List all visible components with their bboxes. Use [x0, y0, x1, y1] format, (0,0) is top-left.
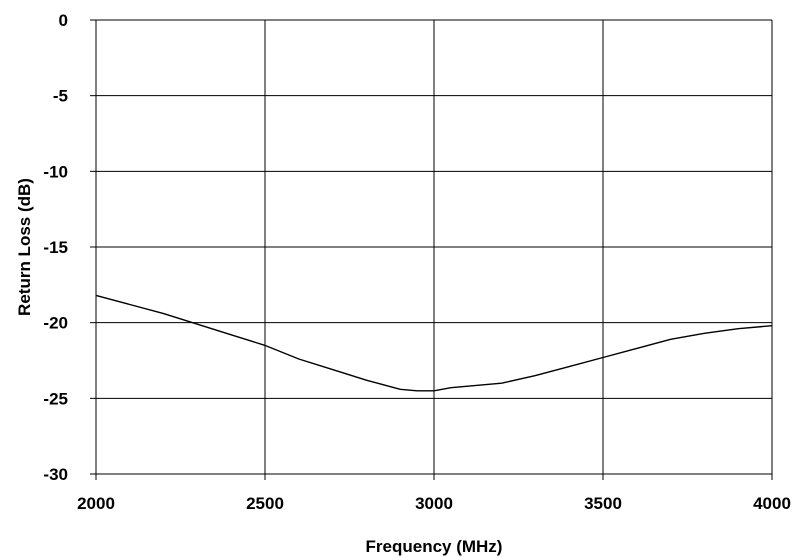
x-tick-label: 3500: [584, 494, 622, 513]
x-tick-label: 2500: [246, 494, 284, 513]
y-tick-label: -10: [43, 162, 68, 181]
y-tick-label: 0: [59, 11, 68, 30]
y-tick-label: -30: [43, 465, 68, 484]
series-line: [95, 294, 773, 392]
y-tick-label: -25: [43, 389, 68, 408]
y-axis-title: Return Loss (dB): [15, 178, 34, 316]
y-tick-labels: 0 -5 -10 -15 -20 -25 -30: [43, 11, 68, 484]
grid-lines: [90, 19, 773, 480]
series-layer: [95, 294, 773, 392]
y-tick-label: -5: [53, 87, 68, 106]
x-tick-label: 3000: [415, 494, 453, 513]
x-tick-label: 4000: [753, 494, 791, 513]
x-axis-title: Frequency (MHz): [366, 537, 503, 556]
x-tick-label: 2000: [77, 494, 115, 513]
y-tick-label: -15: [43, 238, 68, 257]
y-tick-label: -20: [43, 314, 68, 333]
x-tick-labels: 2000 2500 3000 3500 4000: [77, 494, 791, 513]
